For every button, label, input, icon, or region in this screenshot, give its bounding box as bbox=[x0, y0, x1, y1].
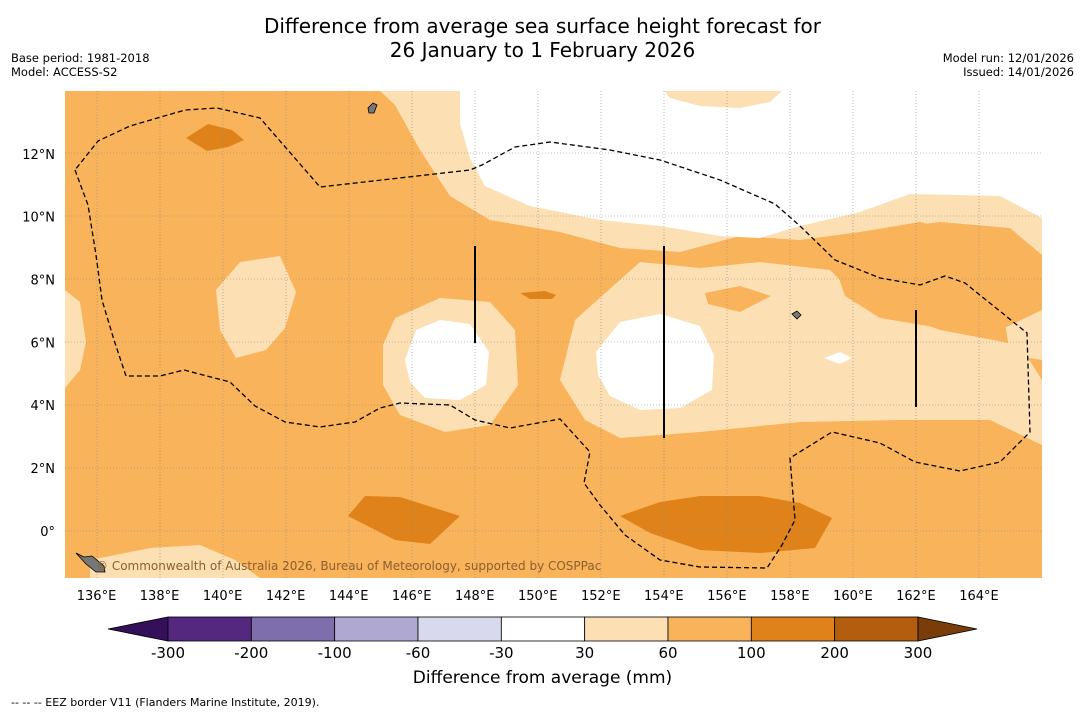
lon-label: 164°E bbox=[959, 589, 999, 604]
colorbar-extend-high bbox=[917, 616, 978, 642]
map-area: © Commonwealth of Australia 2026, Bureau… bbox=[65, 91, 1042, 578]
islands bbox=[75, 102, 802, 573]
copyright-text: © Commonwealth of Australia 2026, Bureau… bbox=[96, 559, 601, 573]
colorbar-segment bbox=[750, 616, 836, 642]
lat-label: 12°N bbox=[22, 148, 55, 163]
colorbar: -300 -200 -100 -60 -30 30 60 100 200 300 bbox=[107, 616, 978, 662]
island-east bbox=[791, 310, 802, 320]
eez-footnote: -- -- -- EEZ border V11 (Flanders Marine… bbox=[11, 696, 320, 709]
lon-label: 158°E bbox=[770, 589, 810, 604]
colorbar-tick: -300 bbox=[151, 644, 185, 662]
colorbar-segment bbox=[334, 616, 419, 642]
colorbar-tick: 300 bbox=[904, 644, 933, 662]
colorbar-segment bbox=[250, 616, 336, 642]
colorbar-tick: -30 bbox=[489, 644, 514, 662]
lat-label: 0° bbox=[40, 525, 55, 540]
region-30-60-top-patch bbox=[664, 91, 782, 108]
colorbar-tick: 30 bbox=[575, 644, 594, 662]
colorbar-label: Difference from average (mm) bbox=[412, 668, 673, 688]
trench-markers bbox=[474, 246, 917, 438]
lon-label: 144°E bbox=[329, 589, 369, 604]
colorbar-tick: 60 bbox=[658, 644, 677, 662]
colorbar-segment bbox=[417, 616, 502, 642]
eez-border bbox=[74, 107, 1031, 569]
lon-label: 142°E bbox=[266, 589, 306, 604]
region-white-centre-east bbox=[596, 314, 714, 410]
graticule bbox=[65, 91, 1042, 578]
model-run: Model run: 12/01/2026 bbox=[942, 51, 1074, 65]
region-white-north bbox=[460, 91, 1042, 238]
colorbar-tick: -60 bbox=[406, 644, 431, 662]
region-white-small bbox=[824, 352, 852, 364]
model-name: Model: ACCESS-S2 bbox=[11, 65, 118, 79]
lon-label: 156°E bbox=[707, 589, 747, 604]
lon-label: 148°E bbox=[455, 589, 495, 604]
colorbar-segment bbox=[500, 616, 586, 642]
region-100-200-south-west bbox=[348, 496, 460, 544]
run-meta: Model run: 12/01/2026 Issued: 14/01/2026 bbox=[943, 51, 1074, 79]
chart-title: Difference from average sea surface heig… bbox=[0, 14, 1085, 62]
lon-label: 162°E bbox=[896, 589, 936, 604]
base-meta: Base period: 1981-2018 Model: ACCESS-S2 bbox=[11, 51, 150, 79]
title-line-2: 26 January to 1 February 2026 bbox=[389, 38, 696, 62]
lon-label: 160°E bbox=[833, 589, 873, 604]
island-southwest bbox=[75, 552, 106, 573]
colorbar-extend-low bbox=[107, 616, 169, 642]
lon-label: 136°E bbox=[77, 589, 117, 604]
lat-label: 8°N bbox=[31, 274, 56, 289]
lon-label: 146°E bbox=[392, 589, 432, 604]
colorbar-tick: 200 bbox=[820, 644, 849, 662]
region-30-60-far-west bbox=[65, 290, 86, 388]
colorbar-segment bbox=[584, 616, 669, 642]
region-60-100-patch bbox=[705, 286, 771, 312]
lat-label: 10°N bbox=[22, 211, 55, 226]
colorbar-tick: -100 bbox=[318, 644, 352, 662]
lon-label: 150°E bbox=[518, 589, 558, 604]
region-100-200-south-east bbox=[620, 496, 832, 553]
lon-label: 154°E bbox=[644, 589, 684, 604]
island-northwest bbox=[367, 102, 378, 114]
title-line-1: Difference from average sea surface heig… bbox=[263, 14, 822, 38]
issued-date: Issued: 14/01/2026 bbox=[963, 65, 1074, 79]
lat-label: 2°N bbox=[31, 462, 56, 477]
colorbar-segment bbox=[667, 616, 752, 642]
base-period: Base period: 1981-2018 bbox=[11, 51, 150, 65]
lon-label: 152°E bbox=[581, 589, 621, 604]
colorbar-tick: 100 bbox=[737, 644, 766, 662]
longitude-labels: 136°E 138°E 140°E 142°E 144°E 146°E 148°E 150°E… bbox=[77, 589, 999, 604]
lat-label: 6°N bbox=[31, 336, 56, 351]
lat-label: 4°N bbox=[31, 399, 56, 414]
colorbar-segment bbox=[167, 616, 252, 642]
lon-label: 138°E bbox=[140, 589, 180, 604]
region-100-200-nw bbox=[186, 124, 244, 151]
colorbar-tick: -200 bbox=[234, 644, 268, 662]
latitude-labels: 12°N 10°N 8°N 6°N 4°N 2°N 0° bbox=[22, 148, 55, 540]
region-white-centre-west bbox=[405, 320, 489, 400]
lon-label: 140°E bbox=[203, 589, 243, 604]
region-30-60-west bbox=[216, 256, 296, 358]
colorbar-segment bbox=[834, 616, 919, 642]
region-30-60-southwest bbox=[90, 545, 260, 578]
